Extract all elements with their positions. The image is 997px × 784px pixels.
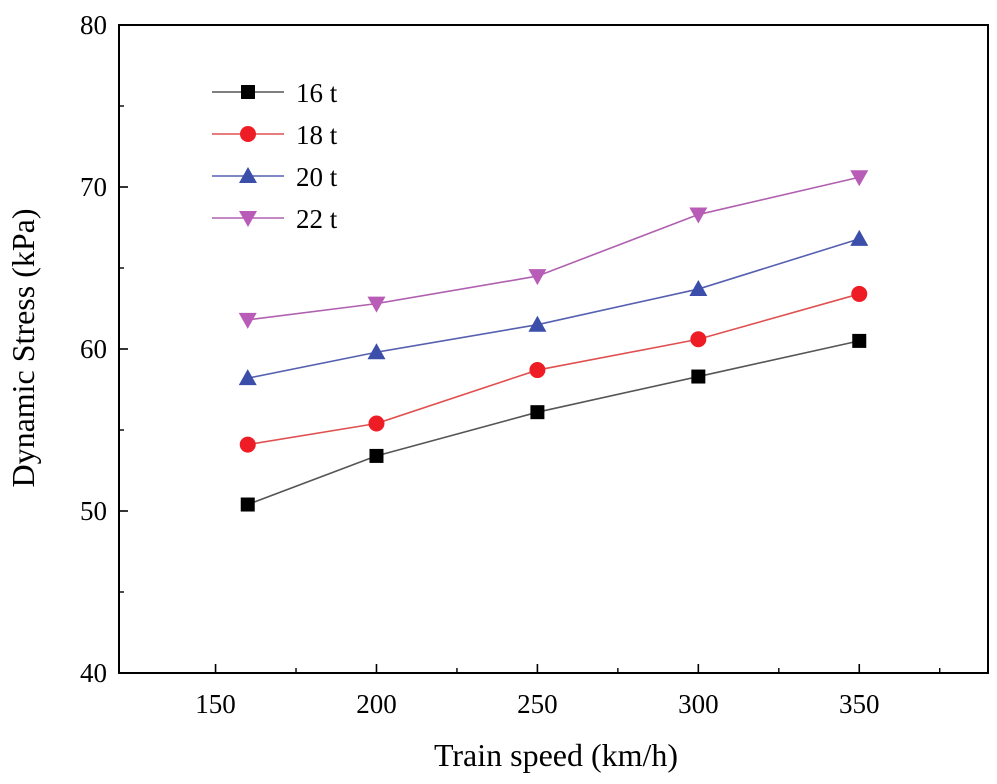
legend-marker [239, 211, 257, 227]
x-tick-label: 250 [517, 689, 558, 719]
y-tick-label: 80 [80, 10, 107, 40]
data-point-20t [367, 343, 386, 360]
data-point-18t [529, 362, 546, 379]
legend-marker [241, 85, 255, 99]
legend-item-16t: 16 t [212, 78, 338, 108]
data-point-16t [691, 369, 706, 384]
legend-label: 20 t [296, 162, 338, 192]
data-point-18t [690, 331, 707, 348]
y-tick-label: 60 [80, 334, 107, 364]
data-point-20t [238, 369, 257, 386]
data-point-18t [239, 436, 256, 453]
y-axis-title: Dynamic Stress (kPa) [5, 208, 41, 487]
x-tick-label: 150 [195, 689, 236, 719]
legend-item-22t: 22 t [212, 204, 338, 234]
legend-item-20t: 20 t [212, 162, 338, 192]
y-tick-label: 70 [80, 172, 107, 202]
data-point-18t [851, 285, 868, 302]
x-tick-label: 350 [839, 689, 880, 719]
data-point-16t [369, 448, 384, 463]
legend-marker [240, 126, 256, 142]
series-16t [240, 333, 867, 512]
y-tick-label: 40 [80, 658, 107, 688]
data-point-22t [689, 207, 708, 224]
legend-marker [239, 167, 257, 183]
data-point-16t [852, 333, 867, 348]
data-point-22t [528, 269, 547, 286]
series-layer [238, 170, 869, 512]
plot-frame [118, 24, 989, 674]
legend-label: 22 t [296, 204, 338, 234]
series-line-18t [247, 293, 860, 446]
series-line-22t [247, 176, 860, 321]
data-point-18t [368, 415, 385, 432]
data-point-20t [850, 229, 869, 246]
data-point-20t [528, 315, 547, 332]
legend-label: 16 t [296, 78, 338, 108]
x-axis-title: Train speed (km/h) [434, 737, 678, 773]
x-tick-label: 300 [678, 689, 719, 719]
data-point-22t [850, 170, 869, 187]
legend-item-18t: 18 t [212, 120, 338, 150]
data-point-16t [530, 405, 545, 420]
data-point-22t [367, 296, 386, 313]
legend: 16 t 18 t 20 t 22 t [212, 78, 338, 234]
data-point-20t [689, 280, 708, 297]
axes: 150 200 250 300 350 40 50 60 70 80 [80, 10, 989, 719]
legend-label: 18 t [296, 120, 338, 150]
series-18t [239, 285, 868, 453]
series-20t [238, 229, 869, 386]
x-tick-label: 200 [356, 689, 397, 719]
data-point-22t [238, 312, 257, 329]
series-22t [238, 170, 869, 329]
series-line-16t [247, 340, 860, 506]
data-point-16t [240, 497, 255, 512]
y-tick-label: 50 [80, 496, 107, 526]
